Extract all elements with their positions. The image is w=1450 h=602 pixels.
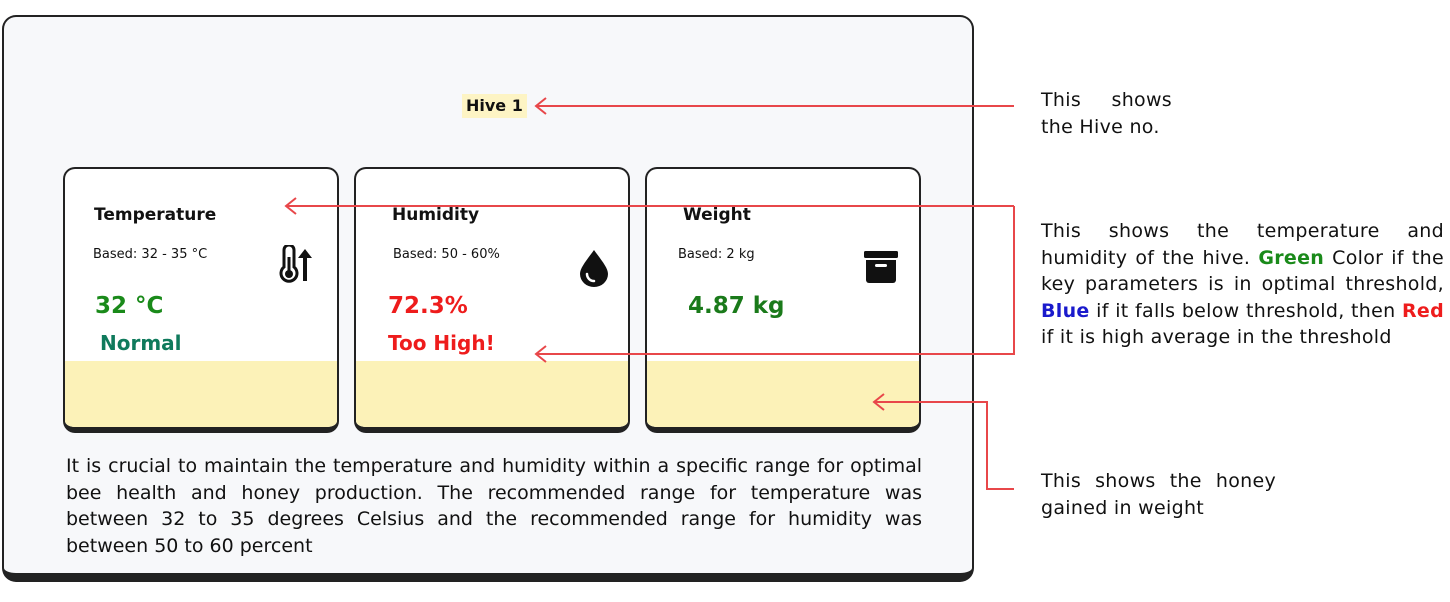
- weight-based: Based: 2 kg: [678, 247, 755, 262]
- archive-box-icon: [864, 251, 898, 283]
- humidity-value: 72.3%: [388, 293, 468, 319]
- annotation-text-1: Color if the key parameters is in optima…: [1041, 246, 1444, 296]
- weight-card-fill: [647, 361, 919, 427]
- humidity-arrow: [534, 206, 1015, 363]
- annotation-text-3: if it is high average in the threshold: [1041, 326, 1392, 348]
- annotation-intro: This shows the temperature and humidity …: [1041, 220, 1444, 269]
- weight-value: 4.87 kg: [688, 293, 785, 319]
- temperature-value: 32 °C: [95, 293, 164, 319]
- humidity-based-range: Based: 50 - 60%: [393, 247, 500, 262]
- temperature-card-fill: [65, 361, 337, 427]
- annotation-blue-word: Blue: [1041, 299, 1090, 322]
- humidity-card-fill: [356, 361, 628, 427]
- temperature-arrow: [284, 197, 1014, 215]
- water-drop-icon: [580, 250, 608, 287]
- weight-arrow: [872, 393, 1014, 490]
- threshold-color-annotation: This shows the temperature and humidity …: [1041, 218, 1444, 351]
- humidity-title: Humidity: [392, 205, 480, 225]
- hive-title: Hive 1: [462, 94, 527, 118]
- weight-annotation: This shows the honey gained in weight: [1041, 470, 1276, 519]
- annotation-red-word: Red: [1401, 299, 1445, 322]
- thermometer-up-icon: [279, 245, 312, 283]
- annotation-text-2: if it falls below threshold, then: [1096, 299, 1396, 322]
- weight-card[interactable]: Weight Based: 2 kg 4.87 kg: [645, 167, 921, 433]
- temperature-title: Temperature: [94, 205, 217, 225]
- annotation-green-word: Green: [1258, 246, 1325, 269]
- temperature-status: Normal: [100, 331, 182, 355]
- humidity-status: Too High!: [388, 331, 495, 355]
- hive-number-arrow: [534, 97, 1014, 115]
- recommendation-text: It is crucial to maintain the temperatur…: [66, 455, 922, 557]
- weight-title: Weight: [683, 205, 751, 225]
- hive-number-annotation: This shows the Hive no.: [1041, 89, 1172, 138]
- temperature-based-range: Based: 32 - 35 °C: [93, 247, 208, 262]
- humidity-card[interactable]: Humidity Based: 50 - 60% 72.3% Too High!: [354, 167, 630, 433]
